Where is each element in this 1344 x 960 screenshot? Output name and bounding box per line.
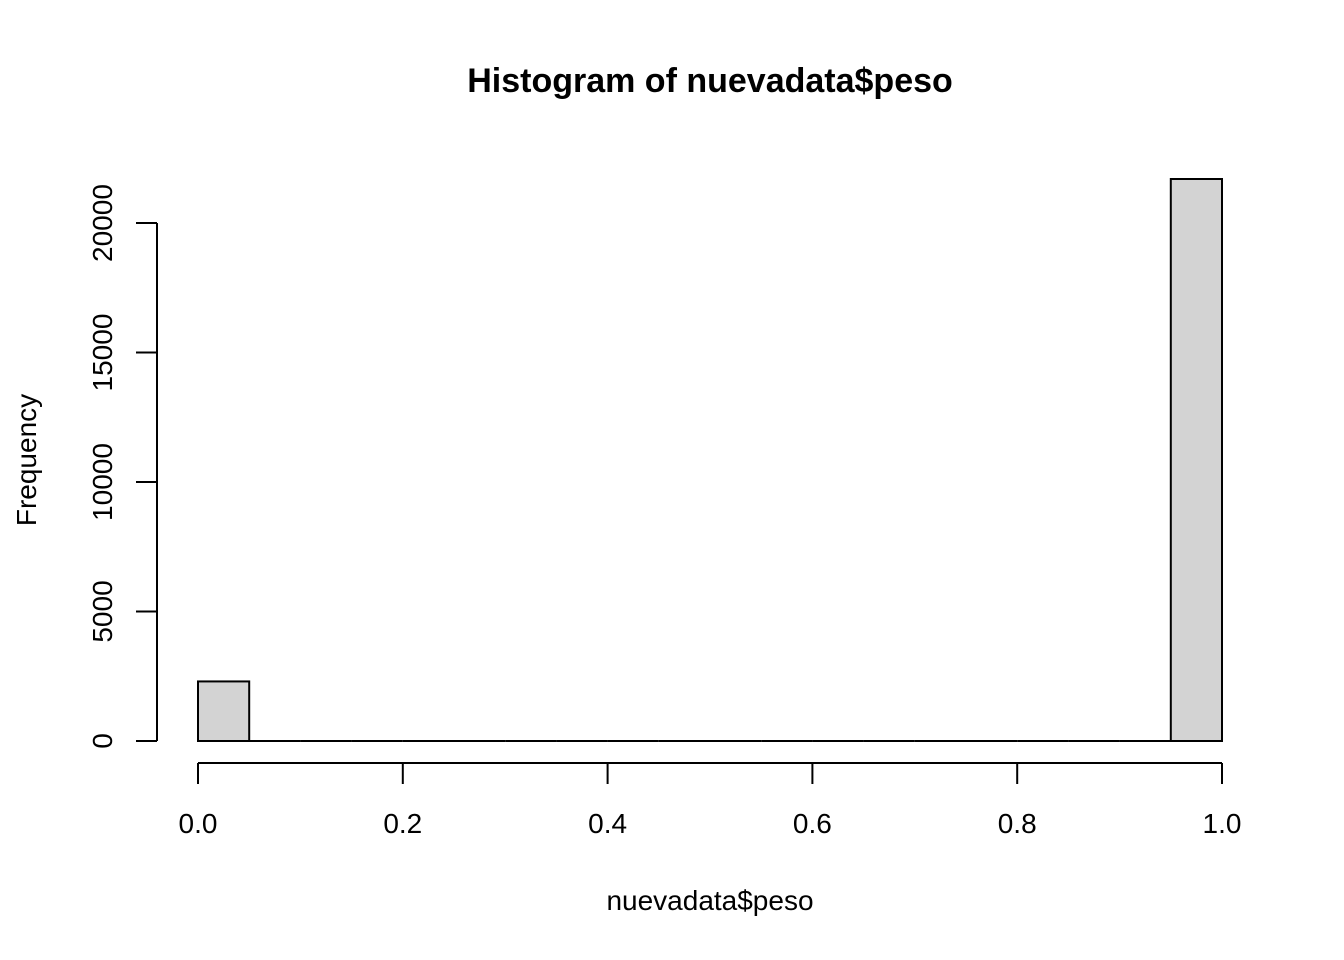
y-tick-label: 10000 [87, 443, 118, 521]
y-axis: 0 5000 10000 15000 20000 [87, 184, 158, 749]
x-tick-label: 0.0 [179, 808, 218, 839]
x-axis-label: nuevadata$peso [606, 885, 813, 916]
y-tick-label: 20000 [87, 184, 118, 262]
x-tick-label: 0.8 [998, 808, 1037, 839]
x-tick-label: 0.2 [383, 808, 422, 839]
x-tick-label: 0.6 [793, 808, 832, 839]
x-tick-label: 1.0 [1203, 808, 1242, 839]
y-tick-label: 0 [87, 733, 118, 749]
x-axis: 0.0 0.2 0.4 0.6 0.8 1.0 [179, 762, 1242, 839]
y-tick-label: 15000 [87, 314, 118, 392]
chart-title: Histogram of nuevadata$peso [467, 62, 953, 100]
y-axis-label: Frequency [11, 394, 42, 526]
histogram-bar [1169, 178, 1224, 742]
y-tick-label: 5000 [87, 580, 118, 642]
bars-group [197, 178, 1224, 742]
x-tick-label: 0.4 [588, 808, 627, 839]
histogram-bar [197, 680, 251, 742]
